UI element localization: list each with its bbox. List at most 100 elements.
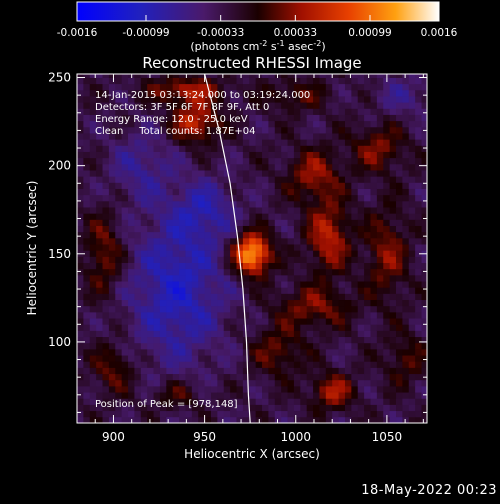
- heatmap-cell: [332, 225, 339, 233]
- heatmap-cell: [300, 379, 308, 387]
- heatmap-cell: [262, 225, 269, 233]
- heatmap-cell: [415, 176, 422, 183]
- heatmap-cell: [217, 126, 225, 134]
- heatmap-cell: [370, 281, 378, 288]
- heatmap-cell: [89, 89, 97, 97]
- heatmap-cell: [77, 342, 84, 350]
- heatmap-cell: [108, 194, 116, 202]
- heatmap-cell: [236, 361, 244, 368]
- heatmap-cell: [134, 188, 142, 196]
- heatmap-cell: [121, 348, 129, 356]
- heatmap-cell: [287, 274, 295, 282]
- heatmap-cell: [185, 324, 193, 331]
- colorbar-unit: (photons cm-2 s-1 asec-2): [190, 39, 325, 53]
- heatmap-cell: [185, 373, 193, 381]
- heatmap-cell: [108, 163, 116, 171]
- heatmap-cell: [300, 170, 308, 177]
- heatmap-cell: [268, 348, 276, 356]
- heatmap-cell: [115, 379, 123, 387]
- heatmap-cell: [255, 194, 263, 202]
- heatmap-cell: [96, 398, 103, 405]
- heatmap-cell: [389, 89, 397, 97]
- heatmap-cell: [153, 398, 161, 405]
- heatmap-cell: [402, 219, 410, 226]
- heatmap-cell: [249, 274, 257, 282]
- heatmap-cell: [351, 281, 359, 288]
- heatmap-cell: [134, 126, 142, 134]
- heatmap-cell: [159, 392, 167, 399]
- heatmap-cell: [77, 268, 84, 276]
- heatmap-cell: [191, 268, 199, 276]
- heatmap-cell: [153, 256, 161, 263]
- heatmap-cell: [274, 83, 282, 91]
- heatmap-cell: [102, 182, 110, 189]
- heatmap-cell: [376, 244, 384, 251]
- heatmap-cell: [287, 250, 295, 257]
- heatmap-cell: [332, 262, 339, 270]
- heatmap-cell: [262, 182, 269, 189]
- heatmap-cell: [172, 293, 180, 301]
- heatmap-cell: [134, 379, 142, 387]
- heatmap-cell: [236, 176, 244, 183]
- heatmap-cell: [223, 330, 231, 338]
- heatmap-cell: [140, 207, 148, 214]
- heatmap-cell: [351, 77, 359, 85]
- heatmap-cell: [325, 145, 333, 152]
- heatmap-cell: [153, 274, 161, 282]
- heatmap-cell: [415, 108, 422, 115]
- heatmap-cell: [147, 219, 154, 226]
- heatmap-cell: [376, 305, 384, 313]
- heatmap-cell: [300, 182, 308, 189]
- heatmap-cell: [408, 231, 416, 239]
- heatmap-cell: [115, 385, 123, 393]
- heatmap-cell: [242, 311, 250, 319]
- heatmap-cell: [293, 77, 301, 85]
- heatmap-cell: [89, 373, 97, 381]
- heatmap-cell: [236, 250, 244, 257]
- heatmap-cell: [217, 207, 225, 214]
- heatmap-cell: [185, 108, 193, 115]
- heatmap-cell: [134, 182, 142, 189]
- heatmap-cell: [115, 305, 123, 313]
- heatmap-cell: [140, 120, 148, 128]
- heatmap-cell: [108, 398, 116, 405]
- heatmap-cell: [96, 108, 103, 115]
- heatmap-cell: [128, 299, 135, 307]
- heatmap-cell: [332, 237, 339, 245]
- heatmap-cell: [121, 96, 129, 103]
- heatmap-cell: [210, 268, 218, 276]
- heatmap-cell: [210, 114, 218, 122]
- heatmap-cell: [300, 293, 308, 301]
- heatmap-cell: [172, 385, 180, 393]
- heatmap-cell: [306, 188, 314, 196]
- heatmap-cell: [344, 157, 352, 165]
- heatmap-cell: [210, 385, 218, 393]
- heatmap-cell: [83, 225, 91, 233]
- heatmap-cell: [338, 83, 346, 91]
- heatmap-cell: [159, 188, 167, 196]
- heatmap-cell: [364, 348, 371, 356]
- heatmap-cell: [344, 74, 352, 78]
- heatmap-cell: [185, 151, 193, 159]
- heatmap-cell: [402, 416, 410, 423]
- heatmap-cell: [140, 244, 148, 251]
- heatmap-cell: [370, 299, 378, 307]
- heatmap-cell: [96, 342, 103, 350]
- heatmap-cell: [300, 324, 308, 331]
- heatmap-cell: [300, 83, 308, 91]
- heatmap-cell: [134, 250, 142, 257]
- heatmap-cell: [313, 373, 320, 381]
- heatmap-cell: [236, 330, 244, 338]
- heatmap-cell: [210, 207, 218, 214]
- heatmap-cell: [121, 373, 129, 381]
- heatmap-cell: [262, 274, 269, 282]
- heatmap-cell: [306, 410, 314, 418]
- heatmap-cell: [134, 163, 142, 171]
- heatmap-cell: [153, 293, 161, 301]
- heatmap-cell: [344, 163, 352, 171]
- heatmap-cell: [357, 250, 365, 257]
- heatmap-cell: [319, 120, 327, 128]
- heatmap-cell: [210, 367, 218, 375]
- heatmap-cell: [262, 163, 269, 171]
